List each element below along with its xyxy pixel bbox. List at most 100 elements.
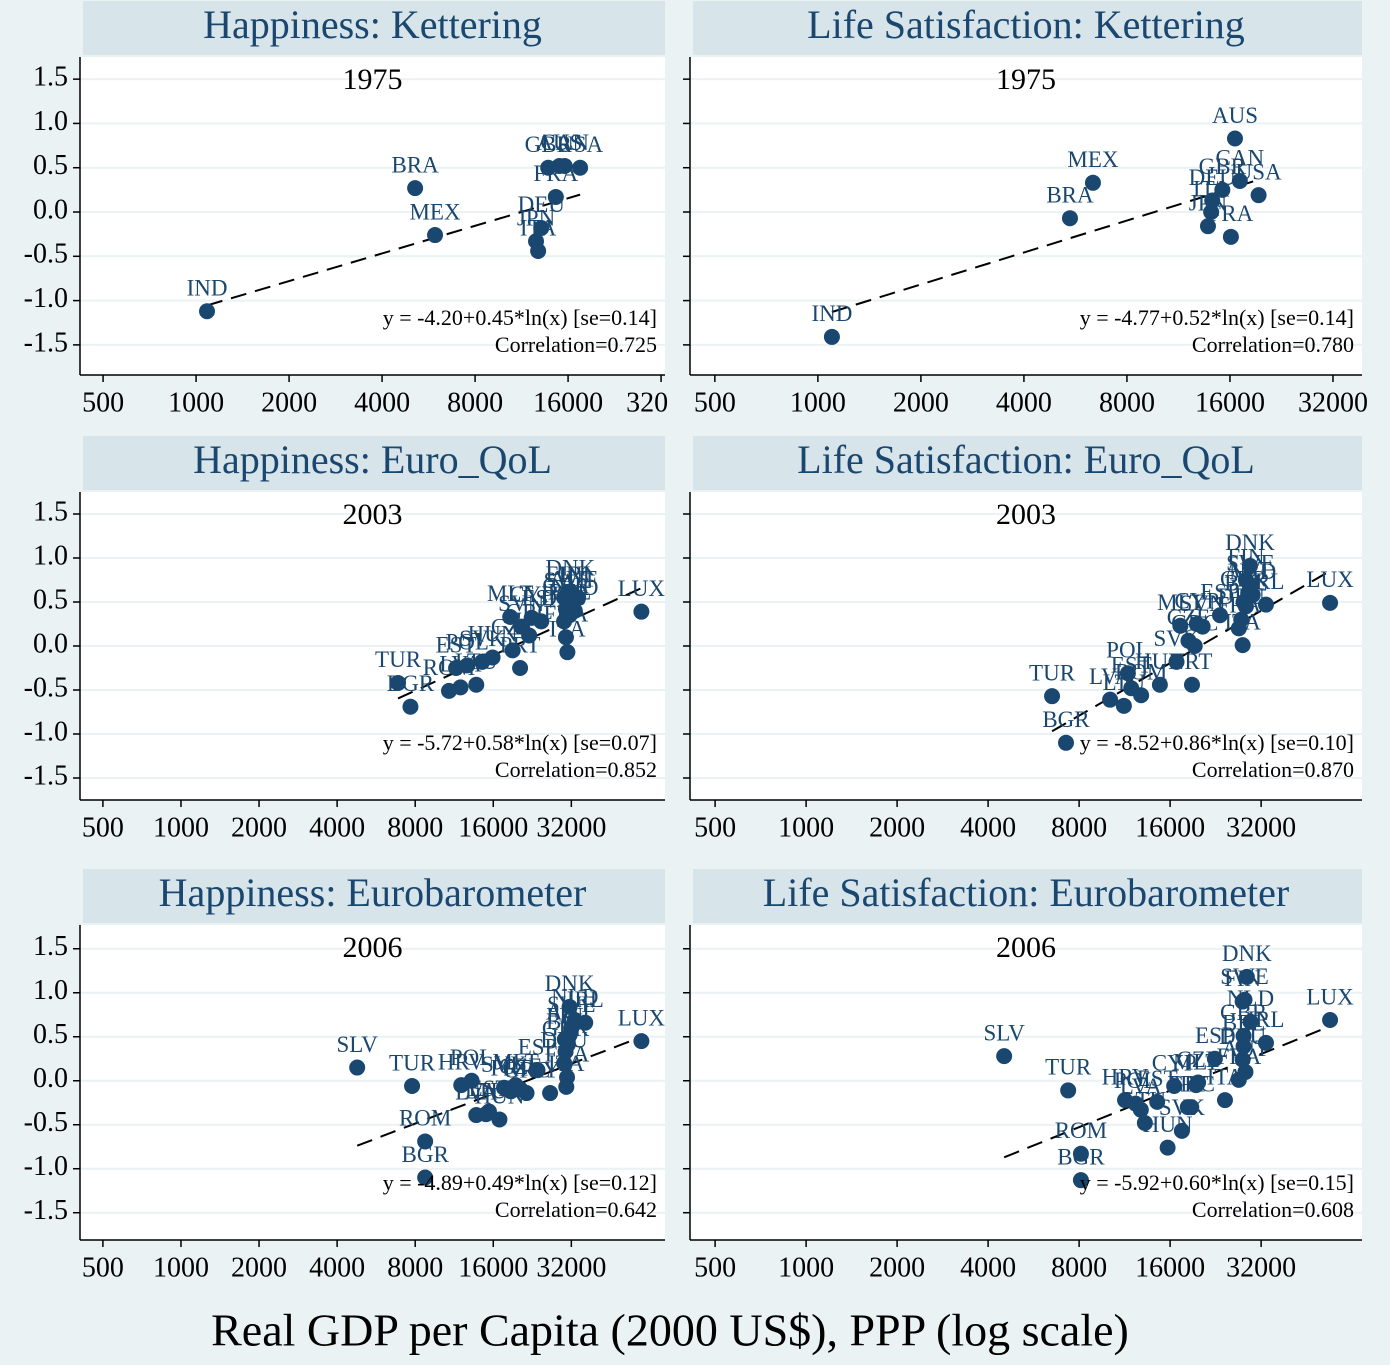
- x-ticks: 500 1000 2000 4000 8000 16000 32000: [82, 1240, 606, 1283]
- panel-subtitle: 1975: [343, 63, 403, 96]
- point-label: ESP: [1200, 579, 1240, 604]
- point-label: MLT: [487, 581, 533, 606]
- x-tick-label: 2000: [231, 1252, 287, 1283]
- point: [557, 629, 574, 646]
- point: [559, 644, 576, 661]
- point: [1060, 1082, 1077, 1099]
- point-label: TUR: [375, 647, 422, 672]
- title-bar: [83, 436, 665, 490]
- point-label: CYP: [1174, 588, 1219, 613]
- panel-subtitle: 1975: [996, 63, 1056, 96]
- fit-label: y = -4.77+0.52*ln(x) [se=0.14]: [1080, 305, 1354, 330]
- x-tick-label: 2000: [231, 812, 287, 843]
- point: [1242, 1013, 1259, 1030]
- point: [1061, 210, 1078, 227]
- point: [1188, 616, 1205, 632]
- point: [1234, 637, 1251, 654]
- point-label: LUX: [618, 1005, 666, 1030]
- panel-subtitle: 2003: [343, 498, 403, 531]
- point: [530, 242, 547, 259]
- panel-title: Happiness: Eurobarometer: [159, 870, 587, 915]
- point-label: USA: [1236, 159, 1282, 184]
- point: [1214, 181, 1231, 198]
- y-tick-label: 0.5: [33, 584, 68, 615]
- point: [1133, 687, 1150, 704]
- correlation-label: Correlation=0.852: [495, 757, 657, 782]
- point-label: EST: [436, 632, 477, 657]
- point: [529, 1062, 546, 1079]
- point-label: SVK: [481, 1052, 527, 1077]
- point: [1231, 173, 1248, 190]
- point: [823, 328, 840, 345]
- point: [1166, 1078, 1183, 1095]
- point: [1044, 688, 1061, 705]
- point-label: TUR: [389, 1050, 436, 1075]
- panel-title: Happiness: Kettering: [203, 2, 542, 47]
- x-tick-label: 500: [82, 387, 124, 418]
- x-tick-label: 8000: [1051, 812, 1107, 843]
- point-label: DEU: [1189, 165, 1237, 190]
- point: [417, 1169, 434, 1186]
- point-label: SLV: [983, 1020, 1025, 1045]
- point-label: FIN: [546, 562, 583, 587]
- y-tick-label: 1.0: [33, 540, 68, 571]
- point-label: HRV: [438, 1049, 485, 1074]
- point: [1183, 1099, 1200, 1116]
- point-label: POL: [450, 1045, 493, 1070]
- correlation-label: Correlation=0.780: [1192, 332, 1354, 357]
- point-label: CYP: [509, 582, 554, 607]
- point-label: JPN: [517, 206, 556, 231]
- correlation-label: Correlation=0.608: [1192, 1197, 1354, 1222]
- point: [1115, 697, 1132, 714]
- point-label: ROM: [399, 1106, 451, 1131]
- y-tick-label: 0.0: [33, 194, 68, 225]
- x-tick-label: 8000: [387, 812, 443, 843]
- x-ticks: 500 1000 2000 4000 8000 16000 32000: [82, 375, 668, 418]
- point-label: BGR: [1042, 707, 1090, 732]
- point: [561, 998, 578, 1015]
- point: [633, 1033, 650, 1050]
- point-label: LUX: [1306, 567, 1354, 592]
- point: [199, 303, 216, 320]
- point: [1226, 130, 1243, 147]
- y-tick-label: 1.5: [33, 496, 68, 527]
- panel-title: Life Satisfaction: Eurobarometer: [763, 870, 1289, 915]
- point-label: IRL: [560, 562, 597, 587]
- x-tick-label: 1000: [153, 1252, 209, 1283]
- y-tick-label: -1.5: [24, 760, 68, 791]
- point: [1236, 991, 1253, 1008]
- point: [1212, 607, 1229, 624]
- x-tick-label: 500: [82, 1252, 124, 1283]
- panel-title: Happiness: Euro_QoL: [193, 437, 552, 482]
- point-label: USA: [557, 132, 603, 157]
- fit-line: [397, 587, 642, 700]
- x-tick-label: 8000: [387, 1252, 443, 1283]
- point: [491, 1111, 508, 1128]
- point: [633, 603, 650, 620]
- panel: Happiness: Eurobarometer 1.5 1.0 0.5 0.0 -0.5…: [24, 869, 666, 1283]
- point-label: GBR: [525, 132, 573, 157]
- point: [463, 1072, 480, 1089]
- point: [1149, 1093, 1166, 1110]
- point-label: ESP: [521, 586, 561, 611]
- panel-title: Life Satisfaction: Euro_QoL: [797, 437, 1255, 482]
- point-label: HRV: [1102, 1064, 1149, 1089]
- x-tick-label: 1000: [153, 812, 209, 843]
- point: [577, 1014, 594, 1031]
- point: [474, 653, 491, 670]
- x-tick-label: 4000: [309, 812, 365, 843]
- x-tick-label: 1000: [778, 1252, 834, 1283]
- point: [1322, 594, 1339, 611]
- point: [1233, 611, 1250, 628]
- point: [1257, 1034, 1274, 1051]
- point-label: POL: [1106, 638, 1149, 663]
- y-tick-label: -0.5: [24, 1107, 68, 1138]
- x-tick-label: 500: [694, 812, 736, 843]
- x-tick-label: 4000: [960, 812, 1016, 843]
- point: [1203, 204, 1220, 221]
- fit-label: y = -4.89+0.49*ln(x) [se=0.12]: [383, 1170, 657, 1195]
- panel: Life Satisfaction: Kettering 500 1000 2000 4…: [683, 1, 1368, 418]
- point-label: IRL: [1247, 569, 1284, 594]
- point: [407, 180, 424, 197]
- point: [1237, 572, 1254, 588]
